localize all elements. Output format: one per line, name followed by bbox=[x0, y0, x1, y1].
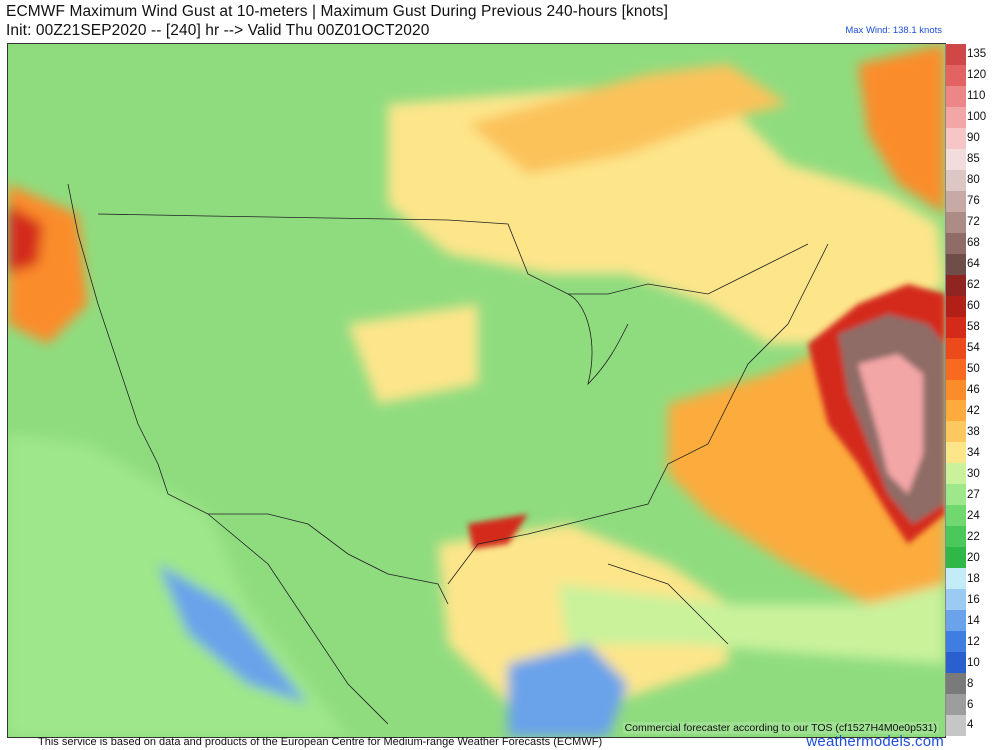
colorbar-label: 58 bbox=[967, 321, 980, 334]
brand-link[interactable]: weathermodels.com bbox=[806, 733, 944, 750]
colorbar-label: 68 bbox=[967, 237, 980, 250]
central-america-calm-area bbox=[508, 644, 628, 737]
colorbar-label: 12 bbox=[967, 635, 980, 648]
colorbar-label: 90 bbox=[967, 132, 980, 145]
us-canada-border bbox=[97, 213, 809, 295]
colorbar-label: 24 bbox=[967, 509, 980, 522]
colorbar-swatch bbox=[946, 64, 966, 86]
colorbar-label: 110 bbox=[967, 90, 986, 103]
gulf-high-gust bbox=[468, 514, 528, 549]
colorbar-label: 16 bbox=[967, 593, 980, 606]
great-lakes-outline bbox=[567, 293, 629, 386]
caribbean-gust-area bbox=[558, 584, 945, 664]
hurricane-eye-wall bbox=[858, 354, 923, 494]
map-canvas bbox=[8, 44, 945, 737]
colorbar-label: 50 bbox=[967, 363, 980, 376]
colorbar-swatch bbox=[946, 274, 966, 296]
colorbar-swatch bbox=[946, 568, 966, 590]
colorbar-label: 54 bbox=[967, 342, 980, 355]
pacific-calm-area bbox=[158, 564, 308, 704]
colorbar-label: 22 bbox=[967, 530, 980, 543]
colorbar-label: 120 bbox=[967, 69, 987, 82]
cuba-coast bbox=[607, 563, 729, 645]
labrador-gust-area bbox=[858, 44, 945, 214]
colorbar-label: 85 bbox=[967, 153, 980, 166]
colorbar-labels: 135 120 110 100 90 85 80 76 72 68 64 62 60 58 54 50 46 42… bbox=[967, 44, 1000, 736]
colorbar-label: 34 bbox=[967, 446, 980, 459]
plains-gust-area bbox=[348, 304, 478, 404]
colorbar-swatch bbox=[946, 694, 966, 715]
colorbar-swatch bbox=[946, 484, 966, 506]
colorbar-swatch bbox=[946, 463, 966, 485]
colorbar-swatch bbox=[946, 44, 966, 65]
colorbar-label: 4 bbox=[967, 719, 974, 732]
storm-layer bbox=[468, 284, 945, 549]
title-block: ECMWF Maximum Wind Gust at 10-meters | M… bbox=[6, 2, 836, 40]
colorbar-swatch bbox=[946, 127, 966, 149]
colorbar-label: 76 bbox=[967, 195, 980, 208]
colorbar-swatch bbox=[946, 631, 966, 653]
colorbar-swatch bbox=[946, 400, 966, 422]
border-lines bbox=[67, 183, 829, 725]
colorbar-label: 64 bbox=[967, 258, 980, 271]
colorbar-swatch bbox=[946, 295, 966, 317]
mexico-coast bbox=[207, 513, 389, 725]
wind-gust-map: Commercial forecaster according to our T… bbox=[7, 43, 946, 738]
wind-field-layer bbox=[8, 44, 945, 737]
colorbar-swatch bbox=[946, 505, 966, 527]
colorbar-swatch bbox=[946, 652, 966, 674]
colorbar bbox=[945, 44, 966, 736]
colorbar-label: 38 bbox=[967, 425, 980, 438]
colorbar-label: 80 bbox=[967, 174, 980, 187]
init-valid-line: Init: 00Z21SEP2020 -- [240] hr --> Valid… bbox=[6, 22, 430, 39]
colorbar-swatch bbox=[946, 190, 966, 212]
us-west-coast bbox=[67, 183, 449, 605]
max-wind-label: Max Wind: 138.1 knots bbox=[845, 25, 942, 36]
colorbar-swatch bbox=[946, 526, 966, 548]
colorbar-label: 30 bbox=[967, 467, 980, 480]
colorbar-label: 14 bbox=[967, 614, 980, 627]
colorbar-label: 8 bbox=[967, 677, 974, 690]
colorbar-swatch bbox=[946, 589, 966, 611]
colorbar-swatch bbox=[946, 421, 966, 443]
colorbar-swatch bbox=[946, 148, 966, 170]
colorbar-label: 46 bbox=[967, 383, 980, 396]
hudson-gust-area bbox=[468, 64, 788, 174]
colorbar-label: 20 bbox=[967, 551, 980, 564]
colorbar-swatch bbox=[946, 211, 966, 233]
colorbar-label: 135 bbox=[967, 48, 987, 61]
colorbar-swatch bbox=[946, 673, 966, 695]
ecmwf-disclaimer: This service is based on data and produc… bbox=[38, 736, 603, 748]
colorbar-swatch bbox=[946, 442, 966, 464]
colorbar-swatch bbox=[946, 337, 966, 359]
colorbar-label: 60 bbox=[967, 300, 980, 313]
us-east-gulf-coast bbox=[447, 243, 829, 585]
colorbar-swatch bbox=[946, 358, 966, 380]
colorbar-swatch bbox=[946, 253, 966, 275]
pacific-nw-high-gust bbox=[8, 204, 43, 274]
colorbar-swatch bbox=[946, 232, 966, 254]
colorbar-label: 100 bbox=[967, 111, 987, 124]
colorbar-swatch bbox=[946, 715, 966, 736]
colorbar-swatch bbox=[946, 85, 966, 107]
colorbar-label: 6 bbox=[967, 698, 974, 711]
colorbar-label: 27 bbox=[967, 488, 980, 501]
colorbar-label: 62 bbox=[967, 279, 980, 292]
colorbar-swatch bbox=[946, 106, 966, 128]
colorbar-swatch bbox=[946, 316, 966, 338]
colorbar-swatch bbox=[946, 547, 966, 569]
colorbar-label: 42 bbox=[967, 404, 980, 417]
colorbar-swatch bbox=[946, 169, 966, 191]
colorbar-label: 10 bbox=[967, 656, 980, 669]
map-title: ECMWF Maximum Wind Gust at 10-meters | M… bbox=[6, 3, 668, 20]
colorbar-label: 72 bbox=[967, 216, 980, 229]
colorbar-swatch bbox=[946, 610, 966, 632]
colorbar-swatch bbox=[946, 379, 966, 401]
tos-note: Commercial forecaster according to our T… bbox=[622, 722, 939, 734]
colorbar-label: 18 bbox=[967, 572, 980, 585]
